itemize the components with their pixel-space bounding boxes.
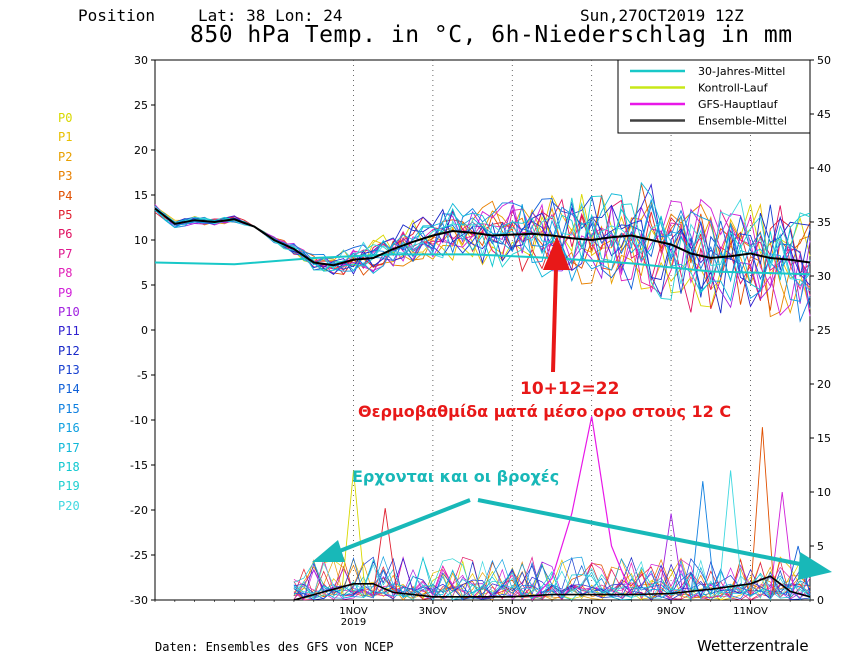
gfs-precip-line [531, 416, 632, 601]
x-tick-label: 11NOV [733, 606, 768, 617]
member-temp-line [154, 195, 811, 294]
plot-area [154, 59, 811, 601]
member-label: P9 [58, 285, 73, 300]
x-tick-label: 5NOV [498, 606, 527, 617]
y-right-tick-label: 0 [817, 594, 824, 607]
member-label: P4 [58, 188, 73, 203]
y-left-tick-label: -30 [130, 594, 148, 607]
chart-title: 850 hPa Temp. in °C, 6h-Niederschlag in … [190, 22, 793, 48]
y-left-tick-label: -25 [130, 549, 148, 562]
teal-arrow-left-shaft [331, 498, 471, 556]
brand-label: Wetterzentrale [697, 637, 809, 655]
y-left-tick-label: 0 [141, 324, 148, 337]
member-label: P17 [58, 440, 80, 455]
y-right-tick-label: 5 [817, 540, 824, 553]
member-label: P12 [58, 343, 80, 358]
y-left-tick-label: 20 [134, 144, 148, 157]
y-left-tick-label: -10 [130, 414, 148, 427]
legend-entry: Ensemble-Mittel [698, 115, 787, 128]
member-label: P20 [58, 498, 80, 513]
y-right-tick-label: 50 [817, 54, 831, 67]
y-left-tick-label: -5 [137, 369, 148, 382]
y-left-tick-label: 15 [134, 189, 148, 202]
annotation-rain-note: Ερχονται και οι βροχές [352, 467, 559, 486]
ensemble-mean-precip-line [293, 575, 811, 601]
y-right-tick-label: 20 [817, 378, 831, 391]
legend-entry: 30-Jahres-Mittel [698, 65, 785, 78]
y-left-tick-label: 25 [134, 99, 148, 112]
member-precip-line [293, 559, 811, 601]
legend-entry: GFS-Hauptlauf [698, 98, 779, 111]
member-label: P7 [58, 246, 73, 261]
y-right-tick-label: 30 [817, 270, 831, 283]
y-right-tick-label: 40 [817, 162, 831, 175]
member-precip-line [293, 555, 811, 601]
member-list: P0 P1 P2 P3 P4 P5 P6 P7 P8 P9 P10 P11 P12 P13 P14 P15 P1… [58, 109, 80, 516]
member-label: P8 [58, 266, 73, 281]
annotation-temp-note: Θερμοβαθμίδα ματά μέσο ορο στους 12 C [358, 402, 731, 421]
member-label: P6 [58, 227, 73, 242]
member-precip-peak [341, 470, 366, 595]
run-date: Sun,27OCT2019 12Z [580, 6, 744, 25]
x-tick-label: 9NOV [657, 606, 686, 617]
y-right-tick-label: 35 [817, 216, 831, 229]
member-label: P3 [58, 169, 73, 184]
member-precip-peak [785, 545, 811, 595]
member-label: P11 [58, 324, 80, 339]
member-precip-line [293, 555, 811, 601]
member-label: P14 [58, 382, 80, 397]
annotation-sum: 10+12=22 [520, 379, 619, 399]
red-arrow-head [543, 236, 570, 270]
x-tick-sublabel: 2019 [341, 617, 366, 628]
member-precip-peak [372, 508, 398, 595]
member-precip-peak [658, 513, 684, 595]
member-precip-peak [690, 481, 716, 595]
member-label: P0 [58, 111, 73, 125]
position-label: Position [78, 6, 156, 25]
y-left-tick-label: -20 [130, 504, 148, 517]
legend-entry: Kontroll-Lauf [698, 82, 769, 95]
member-label: P10 [58, 304, 80, 319]
teal-arrow-left-head [312, 540, 345, 562]
member-label: P5 [58, 207, 73, 222]
member-label: P2 [58, 149, 73, 164]
member-precip-line [293, 556, 811, 600]
y-left-tick-label: -15 [130, 459, 148, 472]
red-arrow-shaft [551, 267, 558, 373]
y-left-tick-label: 5 [141, 279, 148, 292]
member-label: P1 [58, 130, 73, 145]
y-right-tick-label: 25 [817, 324, 831, 337]
member-precip-line [293, 557, 811, 601]
ensemble-mean-line [154, 207, 811, 267]
teal-arrow-right-head [798, 552, 832, 580]
member-precip-line [293, 559, 811, 600]
member-precip-line [293, 558, 811, 601]
y-left-tick-label: 10 [134, 234, 148, 247]
x-tick-label: 7NOV [577, 606, 606, 617]
lat-lon: Lat: 38 Lon: 24 [198, 6, 343, 25]
climate-mean-line [154, 253, 811, 276]
y-right-tick-label: 15 [817, 432, 831, 445]
y-left-tick-label: 30 [134, 54, 148, 67]
member-label: P16 [58, 421, 80, 436]
y-right-tick-label: 45 [817, 108, 831, 121]
member-precip-peak [750, 427, 775, 595]
member-label: P15 [58, 401, 80, 416]
x-tick-label: 1NOV [339, 606, 368, 617]
member-label: P13 [58, 363, 80, 378]
teal-arrow-right-shaft [477, 498, 806, 567]
data-source: Daten: Ensembles des GFS von NCEP [155, 640, 394, 654]
member-label: P18 [58, 460, 80, 475]
member-label: P19 [58, 479, 80, 494]
x-tick-label: 3NOV [419, 606, 448, 617]
y-right-tick-label: 10 [817, 486, 831, 499]
